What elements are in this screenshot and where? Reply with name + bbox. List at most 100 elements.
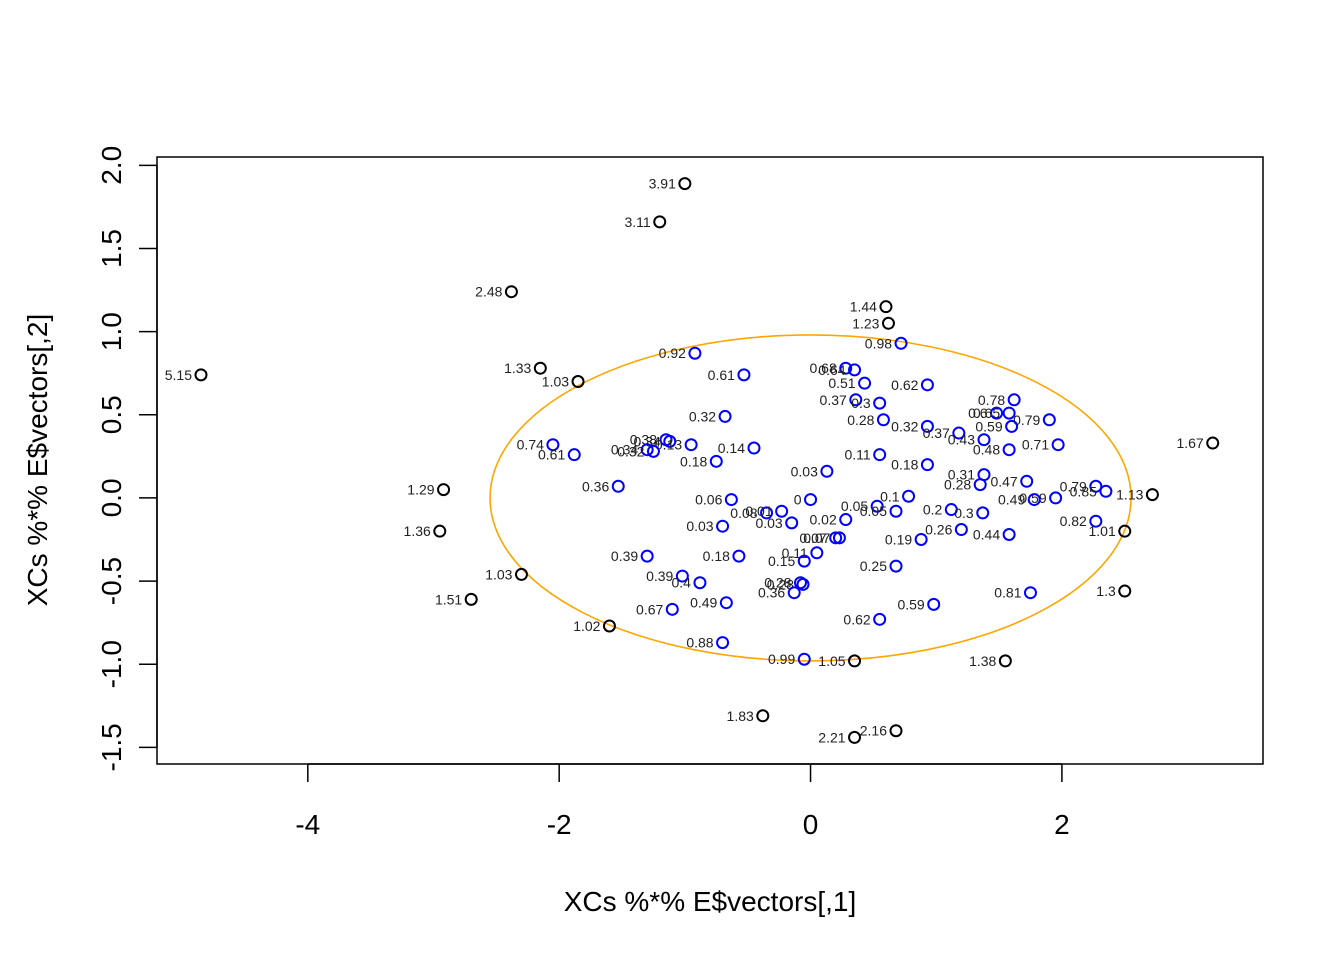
data-point	[1027, 493, 1041, 507]
data-point-label: 0.32	[689, 408, 716, 424]
data-point	[716, 519, 730, 533]
data-point	[716, 636, 730, 650]
data-point	[858, 376, 872, 390]
data-point-label: 0.61	[708, 367, 735, 383]
data-point-label: 0.62	[843, 611, 870, 627]
data-point-label: 0.05	[841, 498, 868, 514]
data-point	[889, 559, 903, 573]
data-point	[653, 215, 667, 229]
data-point	[954, 523, 968, 537]
data-point-label: 0.82	[1060, 513, 1087, 529]
data-point-label: 0.3	[954, 505, 974, 521]
data-point-label: 0.65	[973, 405, 1000, 421]
x-tick-label: -2	[547, 809, 572, 840]
data-point-label: 0.18	[891, 457, 918, 473]
data-point-label: 1.03	[485, 566, 512, 582]
data-point-label: 0.26	[925, 522, 952, 538]
data-point	[920, 458, 934, 472]
data-point	[797, 554, 811, 568]
data-point-label: 0.85	[1070, 483, 1097, 499]
data-point-label: 0.81	[994, 585, 1021, 601]
data-point	[1005, 419, 1019, 433]
data-point	[1042, 413, 1056, 427]
data-point	[732, 549, 746, 563]
data-point-label: 0.6	[968, 405, 988, 421]
data-point	[952, 426, 966, 440]
data-point-label: 0.36	[758, 585, 785, 601]
data-point	[1145, 488, 1159, 502]
data-point-label: 0.99	[768, 651, 795, 667]
data-point-label: 0.74	[517, 437, 544, 453]
data-point	[433, 524, 447, 538]
data-point-label: 0.03	[755, 515, 782, 531]
data-point	[678, 177, 692, 191]
data-point	[832, 531, 846, 545]
data-point-label: 1.23	[852, 315, 879, 331]
data-point	[775, 504, 789, 518]
x-tick-label: -4	[295, 809, 320, 840]
data-point	[1099, 484, 1113, 498]
data-point-label: 3.91	[649, 176, 676, 192]
data-point-label: 0.36	[582, 478, 609, 494]
data-point	[849, 393, 863, 407]
data-point	[977, 433, 991, 447]
data-point	[797, 652, 811, 666]
data-point	[1089, 514, 1103, 528]
axes: -4 -2 0 2 -1.5 -1.0 -0.5 0.0 0.5 1.0 1.5 2.0	[96, 146, 1070, 840]
data-point	[504, 285, 518, 299]
data-point-label: 2.21	[818, 729, 845, 745]
y-tick-label: 0.5	[96, 395, 127, 434]
data-point-label: 0.61	[538, 447, 565, 463]
data-point	[719, 596, 733, 610]
data-point-label: 0.05	[860, 503, 887, 519]
data-point	[1051, 438, 1065, 452]
data-point-label: 1.02	[573, 618, 600, 634]
data-point-label: 0.44	[973, 527, 1000, 543]
data-point-label: 0	[794, 492, 802, 508]
data-point-label: 0.64	[818, 362, 845, 378]
data-point-label: 2.16	[860, 723, 887, 739]
data-point-label: 0.08	[730, 505, 757, 521]
data-point	[437, 483, 451, 497]
data-point	[1002, 406, 1016, 420]
data-point-label: 2.48	[475, 284, 502, 300]
data-point	[514, 567, 528, 581]
data-point	[675, 569, 689, 583]
data-point-label: 0.67	[636, 601, 663, 617]
data-point-label: 1.36	[404, 523, 431, 539]
confidence-ellipse	[489, 334, 1132, 662]
data-point	[796, 577, 810, 591]
data-point-label: 0.3	[851, 395, 871, 411]
data-point	[820, 464, 834, 478]
data-point-label: 1.33	[504, 360, 531, 376]
data-point-label: 0.49	[998, 492, 1025, 508]
data-point-label: 0.07	[799, 530, 826, 546]
data-point	[663, 434, 677, 448]
data-point	[602, 619, 616, 633]
data-point	[640, 549, 654, 563]
data-point-label: 1.29	[407, 482, 434, 498]
data-point-label: 0.68	[809, 360, 836, 376]
data-point	[611, 479, 625, 493]
data-point-label: 0.1	[880, 488, 900, 504]
data-point	[944, 503, 958, 517]
data-point	[693, 576, 707, 590]
data-point	[839, 361, 853, 375]
data-point-label: 0.47	[990, 473, 1017, 489]
series-1: 0.980.920.680.640.610.51 0.620.780.37 0.30…	[517, 335, 1113, 667]
x-tick-label: 2	[1054, 809, 1070, 840]
data-point-label: 1.67	[1176, 435, 1203, 451]
data-point-label: 1.03	[542, 374, 569, 390]
data-point	[665, 602, 679, 616]
data-point-label: 0.79	[1060, 478, 1087, 494]
data-point	[848, 730, 862, 744]
data-point-label: 0.88	[686, 635, 713, 651]
data-point-label: 0.28	[767, 576, 794, 592]
data-point-label: 0.39	[646, 568, 673, 584]
y-tick-label: 2.0	[96, 146, 127, 185]
data-point-label: 0.02	[809, 512, 836, 528]
data-point	[760, 506, 774, 520]
data-point	[973, 478, 987, 492]
data-point	[879, 300, 893, 314]
data-point-label: 1.13	[1116, 487, 1143, 503]
